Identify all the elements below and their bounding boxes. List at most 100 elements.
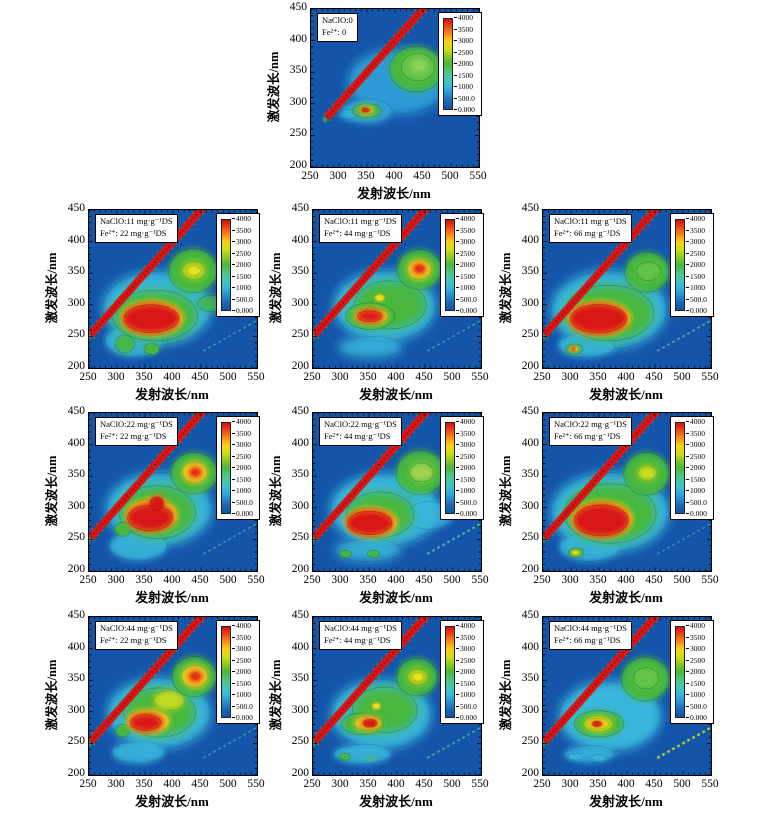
colorbar: 4000 3500 3000 2500 2000 1500 1000 500.0 0.000 bbox=[216, 213, 260, 317]
colorbar-tick-label: 2500 bbox=[232, 656, 251, 665]
second-order-scatter-line bbox=[202, 320, 257, 352]
y-tick-label: 350 bbox=[521, 468, 539, 481]
x-tick-label: 500 bbox=[219, 574, 237, 586]
x-tick-label: 550 bbox=[247, 574, 265, 586]
x-tick-label: 400 bbox=[387, 778, 405, 790]
second-order-scatter-line bbox=[656, 727, 711, 760]
colorbar: 4000 3500 3000 2500 2000 1500 1000 500.0 0.000 bbox=[670, 213, 714, 317]
condition-label-line: Fe²⁺: 66 mg·g⁻¹DS bbox=[554, 227, 621, 238]
colorbar-tick-label: 3500 bbox=[232, 226, 251, 235]
x-tick-label: 500 bbox=[443, 778, 461, 790]
subplot-panel-6: 450 400 350 300 250 200 250 300 350 400 450 500 550 发… bbox=[492, 405, 732, 609]
x-tick-label: 500 bbox=[443, 574, 461, 586]
colorbar: 4000 3500 3000 2500 2000 1500 1000 500.0 0.000 bbox=[216, 416, 260, 520]
x-axis-label: 发射波长/nm bbox=[589, 590, 663, 605]
second-order-scatter-line bbox=[426, 320, 481, 352]
x-tick-label: 450 bbox=[645, 574, 663, 586]
condition-label-line: NaClO:22 mg·g⁻¹DS bbox=[554, 419, 627, 429]
second-order-scatter-line bbox=[202, 727, 257, 759]
x-tick-label: 400 bbox=[163, 574, 181, 586]
x-axis-label: 发射波长/nm bbox=[589, 387, 663, 402]
colorbar-tick-label: 2500 bbox=[232, 452, 251, 461]
colorbar-tick-label: 0.000 bbox=[456, 714, 477, 722]
x-tick-label: 250 bbox=[79, 371, 97, 383]
condition-label-line: NaClO:44 mg·g⁻¹DS bbox=[554, 623, 627, 633]
colorbar-tick-label: 0.000 bbox=[456, 307, 477, 315]
condition-label-box: NaClO:22 mg·g⁻¹DS Fe²⁺: 44 mg·g⁻¹DS bbox=[319, 417, 402, 446]
x-tick-label: 250 bbox=[533, 371, 551, 383]
condition-label-line: Fe²⁺: 66 mg·g⁻¹DS bbox=[554, 634, 621, 645]
y-tick-label: 200 bbox=[521, 767, 539, 779]
y-axis-label: 激发波长/nm bbox=[267, 51, 281, 123]
x-tick-label: 350 bbox=[359, 574, 377, 586]
x-tick-label: 500 bbox=[673, 371, 691, 383]
y-tick-label: 400 bbox=[521, 233, 539, 246]
axis-tick-marks bbox=[543, 617, 711, 775]
x-tick-label: 550 bbox=[247, 778, 265, 790]
axis-tick-marks bbox=[313, 617, 481, 775]
condition-label-line: NaClO:44 mg·g⁻¹DS bbox=[324, 623, 397, 633]
colorbar-tick-label: 1500 bbox=[456, 272, 475, 281]
rayleigh-scatter-line bbox=[322, 9, 430, 123]
condition-label-line: Fe²⁺: 44 mg·g⁻¹DS bbox=[324, 430, 391, 441]
subplot-panel-4: 450 400 350 300 250 200 250 300 350 400 450 500 550 发… bbox=[38, 405, 278, 609]
x-tick-label: 350 bbox=[359, 371, 377, 383]
colorbar-tick-label: 3500 bbox=[686, 633, 705, 642]
y-tick-label: 450 bbox=[289, 1, 307, 13]
colorbar-gradient bbox=[675, 422, 685, 514]
colorbar-tick-label: 0.000 bbox=[232, 714, 253, 722]
y-tick-label: 300 bbox=[67, 499, 85, 512]
condition-label-line: NaClO:11 mg·g⁻¹DS bbox=[324, 216, 397, 226]
x-tick-label: 300 bbox=[329, 170, 347, 182]
x-tick-label: 400 bbox=[617, 574, 635, 586]
x-axis-label: 发射波长/nm bbox=[359, 590, 433, 605]
condition-label-line: Fe²⁺: 66 mg·g⁻¹DS bbox=[554, 430, 621, 441]
x-tick-label: 500 bbox=[441, 170, 459, 182]
x-tick-label: 550 bbox=[701, 778, 719, 790]
colorbar-tick-label: 2000 bbox=[232, 261, 251, 269]
x-tick-label: 550 bbox=[471, 778, 489, 790]
colorbar-tick-label: 500.0 bbox=[456, 295, 477, 304]
x-tick-label: 400 bbox=[163, 778, 181, 790]
colorbar-gradient bbox=[221, 219, 231, 311]
colorbar-tick-label: 1000 bbox=[454, 83, 473, 91]
y-tick-label: 200 bbox=[289, 159, 307, 171]
x-tick-label: 500 bbox=[443, 371, 461, 383]
condition-label-line: NaClO:0 bbox=[322, 15, 353, 25]
colorbar-tick-label: 2500 bbox=[454, 48, 473, 57]
condition-label-line: Fe²⁺: 22 mg·g⁻¹DS bbox=[100, 227, 167, 238]
axis-tick-marks bbox=[543, 413, 711, 571]
colorbar-tick-label: 2500 bbox=[686, 249, 705, 258]
colorbar-gradient bbox=[221, 626, 231, 718]
x-tick-label: 350 bbox=[359, 778, 377, 790]
condition-label-box: NaClO:44 mg·g⁻¹DS Fe²⁺: 22 mg·g⁻¹DS bbox=[95, 621, 178, 650]
x-tick-label: 350 bbox=[135, 778, 153, 790]
condition-label-line: Fe²⁺: 44 mg·g⁻¹DS bbox=[324, 634, 391, 645]
colorbar-tick-label: 0.000 bbox=[456, 510, 477, 518]
y-tick-label: 200 bbox=[521, 563, 539, 575]
x-tick-label: 300 bbox=[561, 371, 579, 383]
colorbar-tick-label: 3500 bbox=[456, 226, 475, 235]
y-tick-label: 350 bbox=[291, 265, 309, 278]
colorbar-tick-label: 2000 bbox=[232, 464, 251, 472]
y-tick-label: 200 bbox=[67, 767, 85, 779]
condition-label-line: Fe²⁺: 22 mg·g⁻¹DS bbox=[100, 634, 167, 645]
y-tick-label: 250 bbox=[291, 735, 309, 748]
x-tick-label: 300 bbox=[107, 778, 125, 790]
y-tick-label: 300 bbox=[521, 296, 539, 309]
y-tick-label: 450 bbox=[291, 609, 309, 621]
second-order-scatter-line bbox=[656, 523, 711, 555]
condition-label-line: NaClO:44 mg·g⁻¹DS bbox=[100, 623, 173, 633]
colorbar-tick-label: 3000 bbox=[232, 441, 251, 449]
y-tick-label: 450 bbox=[67, 609, 85, 621]
y-tick-label: 400 bbox=[67, 436, 85, 449]
second-order-scatter-line bbox=[202, 523, 257, 555]
colorbar-tick-label: 1000 bbox=[686, 487, 705, 495]
colorbar-tick-label: 1500 bbox=[232, 272, 251, 281]
x-tick-label: 250 bbox=[533, 574, 551, 586]
x-tick-label: 300 bbox=[561, 574, 579, 586]
y-tick-label: 250 bbox=[521, 735, 539, 748]
colorbar-tick-label: 2000 bbox=[232, 668, 251, 676]
colorbar-tick-label: 500.0 bbox=[232, 498, 253, 507]
